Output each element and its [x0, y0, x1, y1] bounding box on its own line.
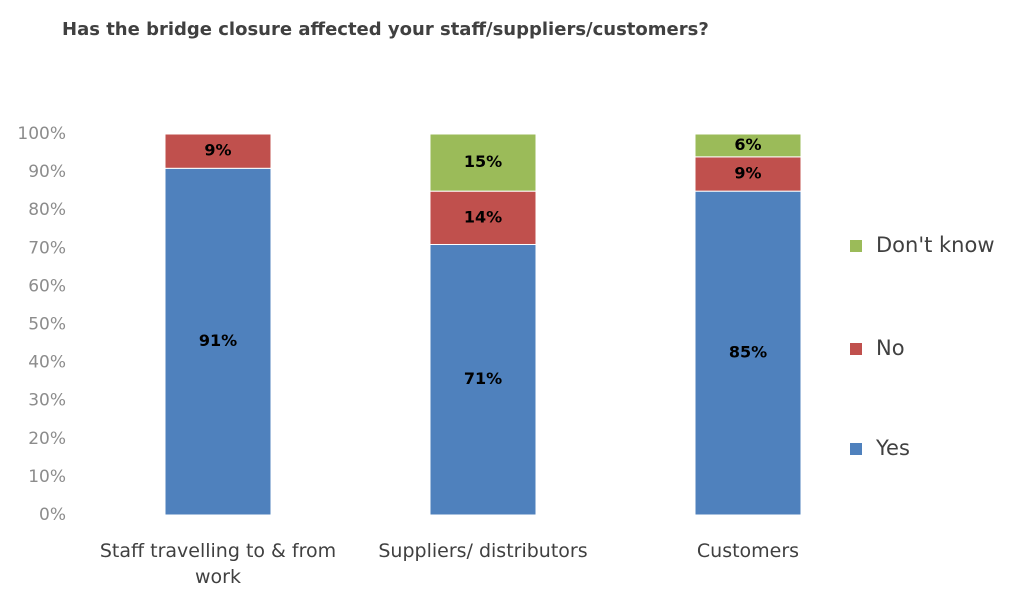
- y-tick-label: 30%: [28, 391, 66, 411]
- y-tick-label: 60%: [28, 276, 66, 296]
- bar-segment: [164, 133, 272, 169]
- x-tick-label: Staff travelling to & from work: [99, 540, 337, 588]
- y-tick-label: 100%: [17, 124, 66, 144]
- bar-segment: [429, 133, 537, 192]
- data-label: 15%: [464, 152, 502, 171]
- bar-segment: [694, 156, 802, 192]
- x-tick-label: Customers: [696, 540, 800, 562]
- bar-segment: [694, 133, 802, 158]
- legend-swatch: [850, 240, 862, 252]
- legend-label: No: [876, 336, 905, 360]
- data-label: 85%: [729, 343, 767, 362]
- y-tick-label: 0%: [39, 505, 66, 525]
- y-tick-label: 70%: [28, 238, 66, 258]
- data-label: 14%: [464, 207, 502, 226]
- data-label: 6%: [734, 135, 761, 154]
- y-tick-label: 10%: [28, 467, 66, 487]
- legend-swatch: [850, 343, 862, 355]
- y-tick-label: 90%: [28, 162, 66, 182]
- data-label: 9%: [734, 164, 761, 183]
- data-label: 71%: [464, 369, 502, 388]
- bar-segment: [694, 190, 802, 516]
- data-label: 91%: [199, 331, 237, 350]
- data-label: 9%: [204, 141, 231, 160]
- y-tick-label: 40%: [28, 353, 66, 373]
- chart-title: Has the bridge closure affected your sta…: [62, 19, 709, 40]
- y-tick-label: 20%: [28, 429, 66, 449]
- bar-segment: [164, 167, 272, 516]
- y-tick-label: 80%: [28, 200, 66, 220]
- legend-swatch: [850, 443, 862, 455]
- bar-segment: [429, 190, 537, 245]
- legend-label: Yes: [875, 436, 910, 460]
- y-tick-label: 50%: [28, 315, 66, 335]
- legend-label: Don't know: [876, 233, 995, 257]
- x-tick-label: Suppliers/ distributors: [378, 540, 588, 562]
